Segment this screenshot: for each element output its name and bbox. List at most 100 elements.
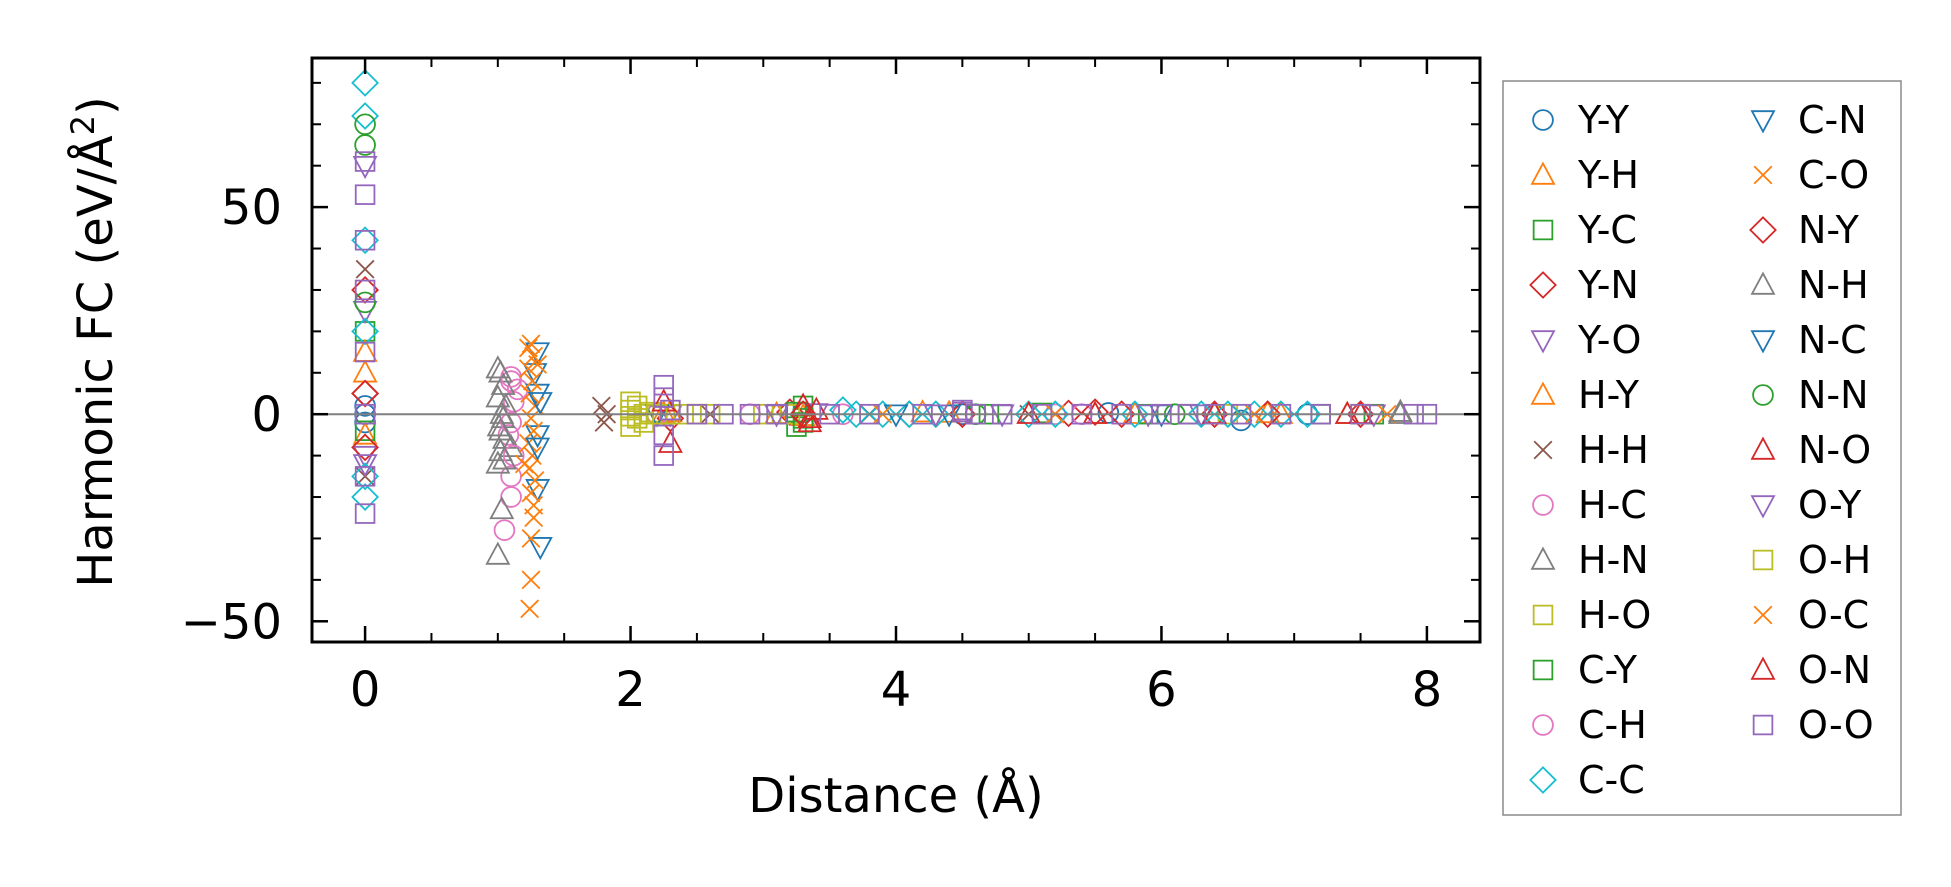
- legend-entry-N-H: N-H: [1750, 263, 1869, 307]
- legend-marker-O-C: [1753, 605, 1773, 625]
- data-point-O-O-9: [653, 387, 674, 408]
- plot-frame: [310, 56, 1482, 644]
- legend-entry-O-Y: O-Y: [1750, 483, 1862, 527]
- data-point-O-O-1: [354, 184, 376, 205]
- series-Y-O: [352, 155, 1387, 470]
- legend-entry-H-N: H-N: [1530, 538, 1649, 582]
- legend-marker-Y-C: [1532, 219, 1554, 241]
- y-tick-label: 0: [251, 387, 282, 443]
- data-point-C-C-5: [351, 483, 380, 511]
- legend-label: C-Y: [1578, 648, 1638, 692]
- legend-label: Y-O: [1577, 318, 1641, 362]
- data-point-C-C-9: [895, 400, 924, 429]
- data-point-O-H-2: [626, 395, 648, 417]
- legend-entry-N-Y: N-Y: [1749, 208, 1860, 252]
- legend-marker-N-Y: [1749, 216, 1777, 244]
- data-point-C-O-11: [525, 471, 545, 490]
- x-axis-label: Distance (Å): [748, 767, 1043, 824]
- y-axis-ticks: −50 0 50: [181, 81, 1480, 650]
- legend-label: O-Y: [1798, 483, 1862, 527]
- legend-marker-C-O: [1753, 165, 1773, 185]
- legend-label: O-C: [1798, 593, 1869, 637]
- legend-entry-H-Y: H-Y: [1530, 373, 1640, 417]
- data-point-N-H-0: [485, 355, 511, 379]
- legend-label: C-H: [1578, 703, 1647, 747]
- data-point-C-C-4: [351, 462, 380, 491]
- legend-entry-O-O: O-O: [1752, 703, 1874, 747]
- legend-label: N-H: [1798, 263, 1869, 307]
- data-point-Y-C-1: [354, 420, 376, 442]
- data-point-C-C-13: [1120, 400, 1149, 429]
- data-point-H-C-6: [506, 378, 529, 401]
- data-point-C-C-17: [1266, 400, 1295, 429]
- y-axis-label-superscript: 2: [64, 115, 102, 135]
- data-point-H-H-2: [591, 396, 611, 416]
- data-point-C-C-2: [351, 226, 380, 255]
- data-point-C-N-4: [527, 537, 553, 561]
- data-point-C-C-1: [351, 102, 380, 130]
- legend-entry-C-Y: C-Y: [1532, 648, 1638, 692]
- data-point-O-O-11: [653, 445, 674, 466]
- data-point-C-C-8: [868, 400, 897, 429]
- legend-entry-C-O: C-O: [1753, 153, 1869, 197]
- legend-marker-H-Y: [1530, 381, 1556, 405]
- legend-entry-Y-C: Y-C: [1532, 208, 1637, 252]
- legend-marker-N-C: [1750, 330, 1776, 354]
- data-point-Y-Y-5: [1097, 402, 1120, 424]
- x-tick-label: 4: [881, 662, 912, 718]
- data-point-O-Y-0: [352, 454, 378, 478]
- series-N-C: [525, 392, 962, 461]
- legend-label: N-Y: [1798, 208, 1860, 252]
- data-point-N-N-2: [354, 291, 376, 314]
- data-point-N-H-3: [1387, 398, 1413, 422]
- series-N-N: [354, 113, 1186, 425]
- data-point-C-O-17: [528, 355, 548, 374]
- legend-marker-H-O: [1532, 604, 1554, 626]
- legend-marker-C-H: [1532, 714, 1554, 736]
- data-point-H-O-1: [626, 408, 648, 429]
- x-axis-ticks: 0 2 4 6 8: [350, 58, 1442, 718]
- data-point-H-C-5: [493, 519, 516, 541]
- legend-marker-N-O: [1750, 436, 1776, 460]
- y-axis-label-close: ): [68, 96, 124, 115]
- legend-entry-O-N: O-N: [1750, 648, 1871, 692]
- data-point-C-O-14: [521, 529, 541, 548]
- series-C-N: [522, 342, 1174, 561]
- data-point-N-Y-1: [351, 433, 380, 462]
- legend-entry-C-C: C-C: [1529, 758, 1645, 802]
- data-point-O-N-2: [1082, 400, 1108, 424]
- legend-label: H-O: [1578, 593, 1651, 637]
- legend-box: [1502, 80, 1902, 816]
- legend-entry-N-C: N-C: [1750, 318, 1867, 362]
- data-point-N-N-0: [354, 113, 376, 136]
- legend-label: H-H: [1578, 428, 1649, 472]
- data-point-N-H-2: [491, 446, 517, 470]
- data-point-O-H-0: [620, 391, 641, 413]
- legend-marker-H-N: [1530, 546, 1556, 570]
- data-point-H-O-4: [640, 401, 661, 423]
- data-point-Y-N-6: [1200, 400, 1229, 429]
- data-point-C-O-6: [521, 408, 541, 428]
- data-point-C-O-15: [521, 570, 541, 590]
- legend: Y-Y Y-H Y-C Y-N Y-O H-Y H-H H-C H-N H-O C-Y C-H C-C C…: [1502, 80, 1902, 816]
- data-point-O-O-2: [354, 229, 376, 251]
- data-point-H-N-13: [1387, 400, 1413, 424]
- legend-marker-N-N: [1752, 384, 1774, 406]
- legend-label: N-O: [1798, 428, 1871, 472]
- data-point-Y-O-1: [352, 300, 378, 325]
- data-point-C-N-3: [525, 479, 551, 503]
- data-point-C-O-16: [520, 599, 540, 619]
- data-point-C-C-12: [1041, 400, 1070, 429]
- data-point-C-O-0: [521, 334, 541, 354]
- x-tick-label: 8: [1412, 662, 1443, 718]
- data-point-O-O-12: [660, 399, 681, 421]
- data-point-O-Y-3: [1135, 404, 1161, 428]
- legend-marker-H-C: [1532, 494, 1554, 516]
- data-point-C-O-12: [521, 483, 541, 503]
- data-point-N-H-1: [487, 417, 513, 441]
- legend-label: O-O: [1798, 703, 1874, 747]
- data-point-O-O-8: [653, 374, 674, 396]
- data-point-Y-N-3: [775, 398, 804, 427]
- data-point-O-O-6: [354, 466, 376, 487]
